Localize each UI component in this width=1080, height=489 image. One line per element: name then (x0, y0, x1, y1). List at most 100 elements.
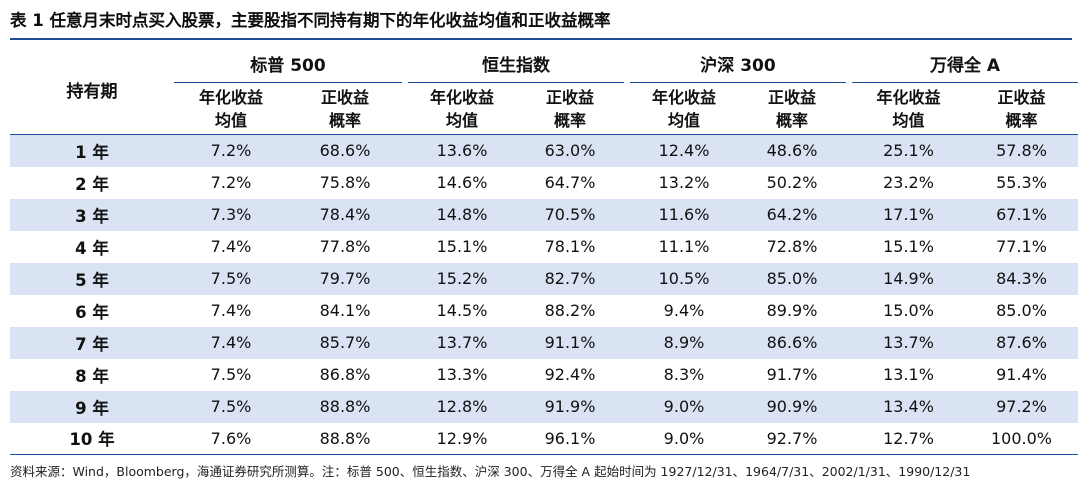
mean-return-cell: 13.3% (436, 365, 488, 384)
period-cell: 10 年 (10, 422, 174, 455)
table-title: 表 1 任意月末时点买入股票，主要股指不同持有期下的年化收益均值和正收益概率 (10, 11, 611, 30)
table-row: 1 年 7.2% 68.6% 13.6% 63.0% 12.4% 48.6% 25.1% 57.… (10, 134, 1079, 167)
mean-return-cell: 7.2% (210, 173, 252, 192)
spacer-cell (402, 390, 408, 423)
mean-return-cell: 13.4% (852, 390, 965, 423)
title-rule (10, 38, 1072, 40)
spacer-cell (624, 262, 630, 295)
mean-return-cell: 13.6% (408, 134, 516, 167)
positive-prob-cell: 68.6% (288, 134, 402, 167)
mean-return-cell: 13.2% (658, 173, 710, 192)
positive-prob-cell: 82.7% (516, 262, 624, 295)
positive-prob-cell: 78.1% (544, 237, 596, 256)
mean-return-cell: 23.2% (883, 173, 934, 192)
spacer-cell (624, 390, 630, 423)
mean-return-cell: 7.6% (174, 422, 288, 455)
period-cell: 2 年 (75, 174, 109, 194)
group-header-sp500: 标普 500 (174, 44, 402, 83)
positive-prob-cell: 91.1% (516, 326, 624, 359)
spacer-cell (402, 134, 408, 167)
positive-prob-cell: 85.7% (288, 326, 402, 359)
period-cell: 7 年 (10, 326, 174, 359)
table-row: 10 年 7.6% 88.8% 12.9% 96.1% 9.0% 92.7% 12.7% 100… (10, 422, 1079, 455)
spacer-cell (402, 198, 408, 231)
sub-header-mean: 年化收益 均值 (630, 82, 738, 135)
period-header: 持有期 (10, 44, 174, 135)
positive-prob-cell: 91.4% (996, 365, 1047, 384)
period-cell: 6 年 (75, 302, 109, 322)
positive-prob-cell: 89.9% (766, 301, 818, 320)
mean-return-cell: 14.8% (408, 198, 516, 231)
table-row: 9 年 7.5% 88.8% 12.8% 91.9% 9.0% 90.9% 13.4% 97.2… (10, 390, 1079, 423)
positive-prob-cell: 78.4% (288, 198, 402, 231)
mean-return-cell: 7.4% (210, 237, 252, 256)
positive-prob-cell: 97.2% (965, 390, 1079, 423)
sub-header-mean: 年化收益 均值 (852, 82, 965, 135)
positive-prob-cell: 70.5% (516, 198, 624, 231)
spacer-cell (624, 198, 630, 231)
sub-header-prob: 正收益 概率 (965, 82, 1079, 135)
spacer-cell (846, 198, 852, 231)
spacer-cell (624, 422, 630, 455)
mean-return-cell: 7.2% (174, 134, 288, 167)
table-row: 5 年 7.5% 79.7% 15.2% 82.7% 10.5% 85.0% 14.9% 84.… (10, 262, 1079, 295)
mean-return-cell: 7.5% (210, 365, 252, 384)
period-cell: 3 年 (10, 198, 174, 231)
source-note: 资料来源：Wind，Bloomberg，海通证券研究所测算。注：标普 500、恒… (10, 464, 971, 479)
spacer-cell (402, 326, 408, 359)
positive-prob-cell: 92.4% (544, 365, 596, 384)
positive-prob-cell: 88.8% (288, 422, 402, 455)
positive-prob-cell: 92.7% (738, 422, 846, 455)
spacer-cell (846, 262, 852, 295)
positive-prob-cell: 72.8% (766, 237, 818, 256)
sub-header-prob: 正收益 概率 (738, 82, 846, 135)
mean-return-cell: 13.7% (852, 326, 965, 359)
period-cell: 8 年 (75, 366, 109, 386)
spacer-cell (846, 422, 852, 455)
positive-prob-cell: 88.8% (288, 390, 402, 423)
positive-prob-cell: 67.1% (965, 198, 1079, 231)
positive-prob-cell: 91.9% (516, 390, 624, 423)
table-row: 3 年 7.3% 78.4% 14.8% 70.5% 11.6% 64.2% 17.1% 67.… (10, 198, 1079, 231)
mean-return-cell: 13.1% (883, 365, 934, 384)
positive-prob-cell: 84.1% (319, 301, 371, 320)
sub-header-mean: 年化收益 均值 (174, 82, 288, 135)
sub-header-prob: 正收益 概率 (288, 82, 402, 135)
positive-prob-cell: 57.8% (965, 134, 1079, 167)
positive-prob-cell: 86.8% (319, 365, 371, 384)
group-header-csi300: 沪深 300 (630, 44, 846, 83)
mean-return-cell: 9.4% (663, 301, 705, 320)
positive-prob-cell: 50.2% (766, 173, 818, 192)
period-cell: 4 年 (75, 238, 109, 258)
mean-return-cell: 7.5% (174, 262, 288, 295)
positive-prob-cell: 77.1% (996, 237, 1047, 256)
positive-prob-cell: 100.0% (965, 422, 1079, 455)
positive-prob-cell: 96.1% (516, 422, 624, 455)
mean-return-cell: 17.1% (852, 198, 965, 231)
mean-return-cell: 11.6% (630, 198, 738, 231)
period-cell: 5 年 (10, 262, 174, 295)
mean-return-cell: 15.1% (883, 237, 934, 256)
mean-return-cell: 12.9% (408, 422, 516, 455)
mean-return-cell: 25.1% (852, 134, 965, 167)
mean-return-cell: 14.5% (436, 301, 488, 320)
mean-return-cell: 15.2% (408, 262, 516, 295)
header-sub-row: 年化收益 均值 正收益 概率 年化收益 均值 正收益 概率 年化收益 均值 正收益 概率 年… (10, 82, 1079, 135)
mean-return-cell: 14.6% (436, 173, 488, 192)
spacer-cell (624, 134, 630, 167)
positive-prob-cell: 85.0% (738, 262, 846, 295)
table-row: 7 年 7.4% 85.7% 13.7% 91.1% 8.9% 86.6% 13.7% 87.6… (10, 326, 1079, 359)
table-row: 2 年 7.2% 75.8% 14.6% 64.7% 13.2% 50.2% 23.2% 55.… (10, 167, 1078, 199)
mean-return-cell: 8.9% (630, 326, 738, 359)
mean-return-cell: 11.1% (658, 237, 710, 256)
positive-prob-cell: 63.0% (516, 134, 624, 167)
mean-return-cell: 15.0% (883, 301, 934, 320)
table-body: 1 年 7.2% 68.6% 13.6% 63.0% 12.4% 48.6% 25.1% 57.… (10, 134, 1079, 455)
mean-return-cell: 12.4% (630, 134, 738, 167)
mean-return-cell: 7.5% (174, 390, 288, 423)
mean-return-cell: 7.4% (174, 326, 288, 359)
positive-prob-cell: 75.8% (319, 173, 371, 192)
mean-return-cell: 12.7% (852, 422, 965, 455)
spacer-cell (846, 326, 852, 359)
table-row: 8 年 7.5% 86.8% 13.3% 92.4% 8.3% 91.7% 13.1% 91.4… (10, 359, 1078, 391)
